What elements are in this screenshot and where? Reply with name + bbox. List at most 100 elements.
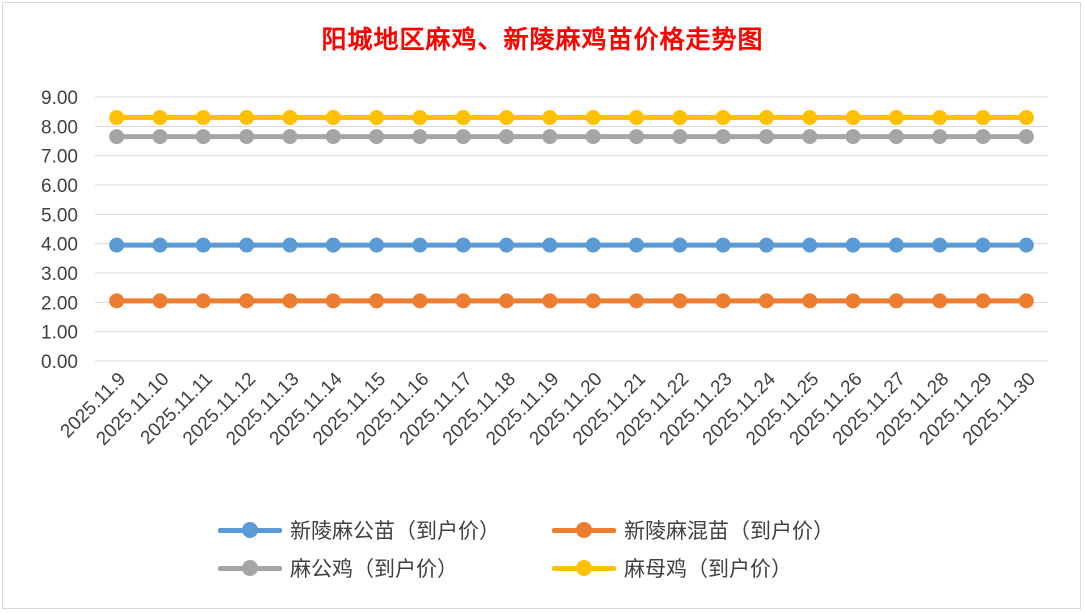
data-point	[1018, 110, 1034, 126]
data-point	[542, 293, 558, 309]
data-point	[628, 293, 644, 309]
data-point	[975, 110, 991, 126]
legend-item: 新陵麻混苗（到户价）	[552, 515, 834, 545]
data-point	[369, 110, 385, 126]
data-point	[585, 237, 601, 253]
data-point	[715, 237, 731, 253]
data-point	[499, 237, 515, 253]
data-point	[585, 293, 601, 309]
data-point	[239, 129, 255, 145]
legend-swatch	[552, 515, 616, 545]
data-point	[715, 129, 731, 145]
data-point	[845, 237, 861, 253]
data-point	[325, 110, 341, 126]
data-point	[109, 293, 125, 309]
data-point	[888, 129, 904, 145]
data-point	[412, 129, 428, 145]
data-point	[802, 293, 818, 309]
data-point	[325, 237, 341, 253]
y-tick-label: 9.00	[41, 88, 78, 109]
data-point	[932, 110, 948, 126]
data-point	[975, 237, 991, 253]
data-point	[542, 237, 558, 253]
data-point	[455, 129, 471, 145]
data-point	[412, 237, 428, 253]
data-point	[845, 110, 861, 126]
legend-swatch	[218, 553, 282, 583]
data-point	[802, 237, 818, 253]
data-point	[282, 237, 298, 253]
data-point	[628, 237, 644, 253]
data-point	[455, 237, 471, 253]
data-point	[499, 129, 515, 145]
y-tick-label: 8.00	[41, 117, 78, 138]
data-point	[672, 293, 688, 309]
data-point	[1018, 293, 1034, 309]
legend-swatch	[552, 553, 616, 583]
data-point	[802, 129, 818, 145]
legend-item: 麻公鸡（到户价）	[218, 553, 458, 583]
data-point	[195, 293, 211, 309]
data-point	[758, 293, 774, 309]
y-tick-label: 3.00	[41, 264, 78, 285]
data-point	[152, 293, 168, 309]
data-point	[455, 110, 471, 126]
legend-label: 麻母鸡（到户价）	[624, 557, 792, 581]
data-point	[758, 237, 774, 253]
data-point	[239, 293, 255, 309]
data-point	[715, 110, 731, 126]
data-point	[932, 129, 948, 145]
data-point	[628, 110, 644, 126]
data-point	[542, 129, 558, 145]
data-point	[932, 237, 948, 253]
data-point	[975, 293, 991, 309]
data-point	[845, 129, 861, 145]
y-tick-label: 0.00	[41, 352, 78, 373]
data-point	[932, 293, 948, 309]
data-point	[195, 129, 211, 145]
chart-title: 阳城地区麻鸡、新陵麻鸡苗价格走势图	[321, 25, 764, 54]
data-point	[369, 129, 385, 145]
data-point	[325, 129, 341, 145]
data-point	[975, 129, 991, 145]
data-point	[1018, 237, 1034, 253]
y-tick-label: 4.00	[41, 235, 78, 256]
data-point	[412, 110, 428, 126]
data-point	[109, 129, 125, 145]
y-tick-label: 6.00	[41, 176, 78, 197]
y-tick-label: 7.00	[41, 147, 78, 168]
data-point	[888, 293, 904, 309]
data-point	[369, 237, 385, 253]
legend-swatch	[218, 515, 282, 545]
data-point	[802, 110, 818, 126]
data-point	[152, 110, 168, 126]
data-point	[109, 237, 125, 253]
legend-label: 新陵麻混苗（到户价）	[624, 519, 834, 543]
data-point	[672, 237, 688, 253]
data-point	[585, 110, 601, 126]
data-point	[715, 293, 731, 309]
data-point	[152, 129, 168, 145]
data-point	[325, 293, 341, 309]
data-point	[455, 293, 471, 309]
legend-item: 新陵麻公苗（到户价）	[218, 515, 500, 545]
data-point	[282, 129, 298, 145]
data-point	[239, 110, 255, 126]
data-point	[542, 110, 558, 126]
data-point	[672, 110, 688, 126]
data-point	[845, 293, 861, 309]
data-point	[282, 110, 298, 126]
data-point	[499, 110, 515, 126]
data-point	[195, 110, 211, 126]
y-tick-label: 5.00	[41, 205, 78, 226]
legend-label: 新陵麻公苗（到户价）	[290, 519, 500, 543]
data-point	[1018, 129, 1034, 145]
data-point	[672, 129, 688, 145]
y-tick-label: 1.00	[41, 323, 78, 344]
data-point	[888, 110, 904, 126]
data-point	[239, 237, 255, 253]
data-point	[152, 237, 168, 253]
data-point	[499, 293, 515, 309]
